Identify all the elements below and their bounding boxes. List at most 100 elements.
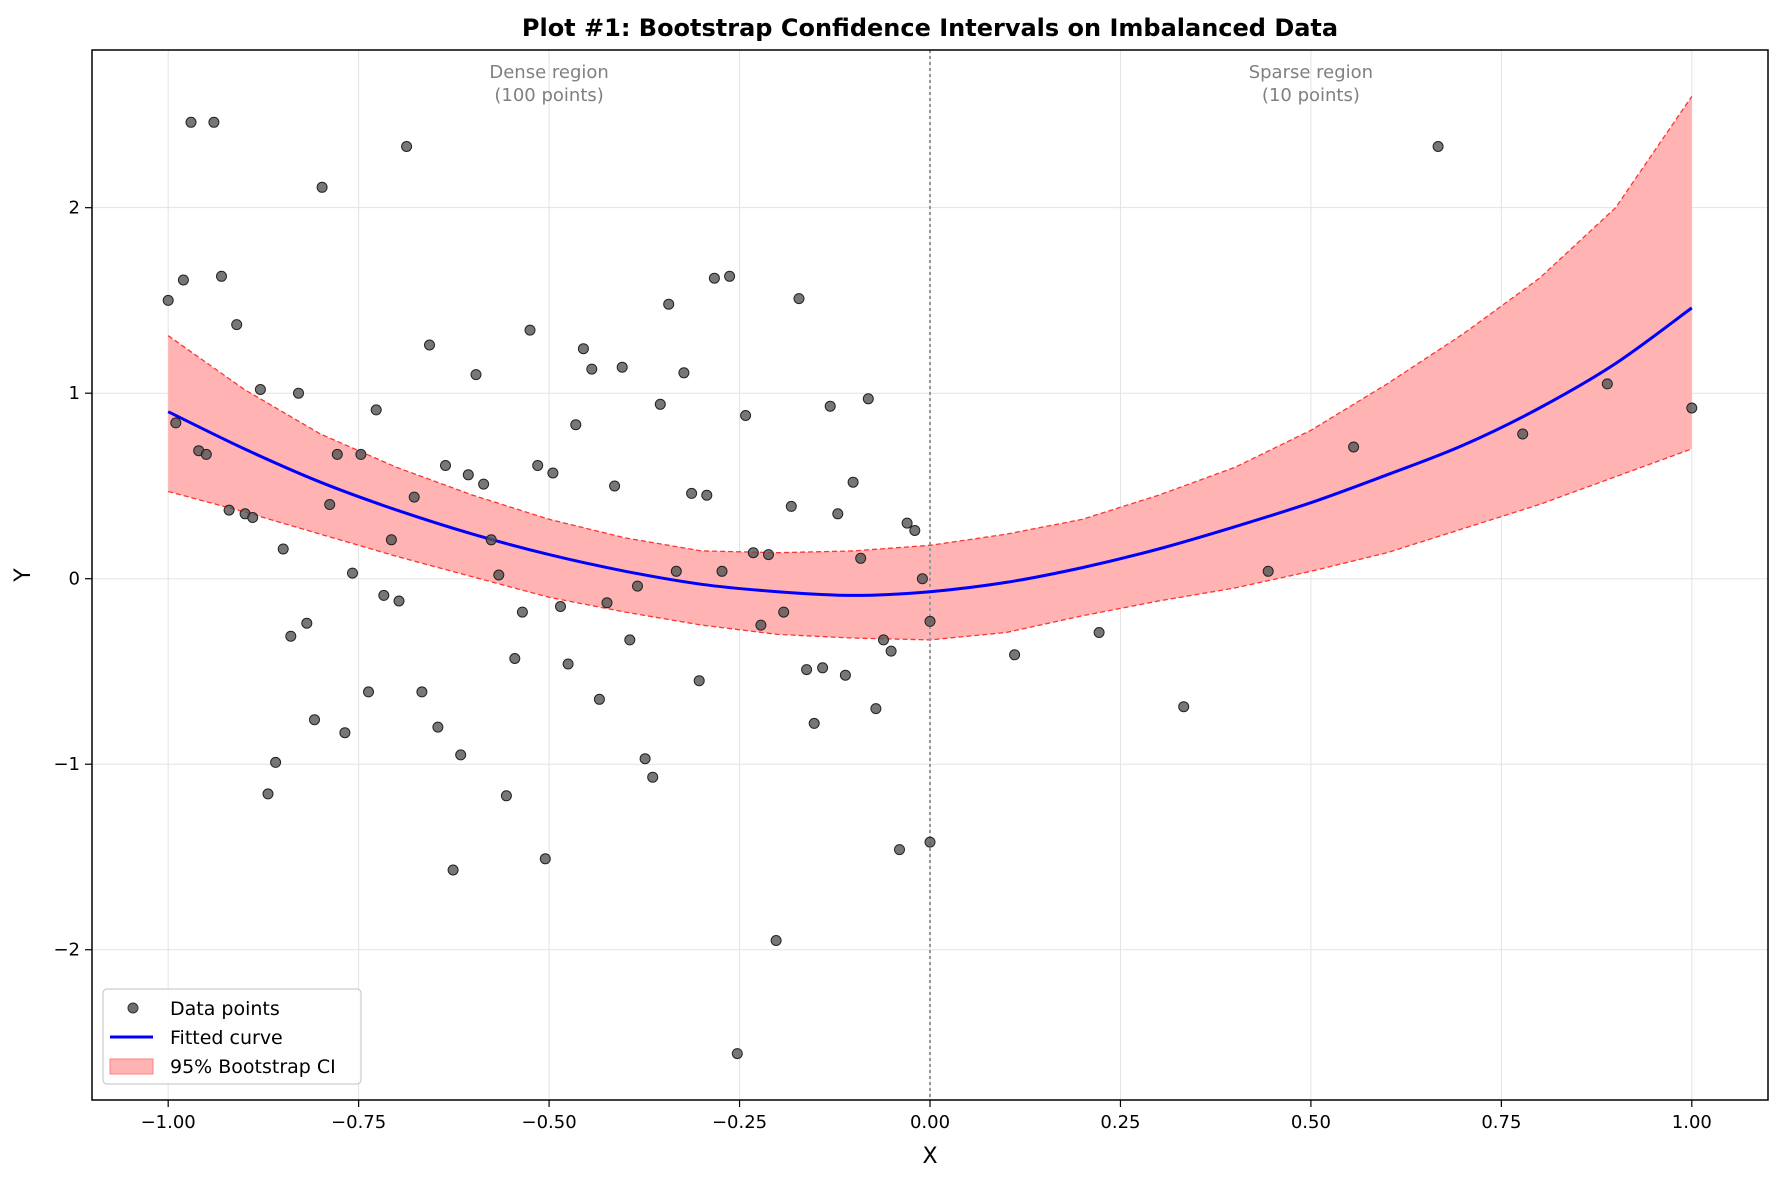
x-tick-label: −1.00	[141, 1112, 196, 1133]
data-point	[185, 116, 197, 128]
data-point	[632, 580, 643, 592]
data-point	[462, 469, 474, 481]
data-point	[408, 491, 420, 503]
legend-swatch-ci-band	[109, 1058, 154, 1075]
data-point	[793, 293, 805, 305]
data-point	[285, 630, 297, 642]
data-point	[524, 324, 536, 336]
data-point	[1601, 378, 1613, 390]
ci-upper-edge	[167, 96, 1693, 554]
legend: Data points Fitted curve 95% Bootstrap C…	[102, 988, 362, 1085]
x-tick-label: 0.25	[1100, 1112, 1140, 1133]
y-axis-label: Y	[11, 568, 36, 583]
legend-label-ci-band: 95% Bootstrap CI	[170, 1056, 336, 1078]
data-point	[832, 508, 844, 520]
data-point	[177, 274, 189, 286]
legend-box	[102, 988, 362, 1085]
data-point	[778, 606, 790, 618]
data-point	[755, 619, 767, 631]
x-tick-label: 1.00	[1672, 1112, 1712, 1133]
data-point	[509, 653, 521, 664]
data-point	[817, 662, 829, 674]
data-point	[254, 384, 266, 395]
data-point	[824, 400, 836, 412]
data-point	[532, 460, 544, 471]
data-point	[847, 476, 859, 488]
data-point	[770, 935, 782, 946]
data-point	[1348, 441, 1360, 453]
data-point	[601, 597, 613, 609]
data-point	[470, 369, 482, 381]
x-tick-label: −0.50	[522, 1112, 577, 1133]
data-point	[331, 448, 343, 460]
data-point	[593, 693, 605, 705]
data-point	[432, 721, 444, 733]
data-point	[363, 686, 374, 698]
data-point	[208, 116, 220, 128]
legend-label-data-points: Data points	[170, 998, 280, 1020]
data-point	[724, 270, 736, 282]
data-point	[808, 717, 820, 729]
data-point	[647, 771, 659, 783]
data-point	[316, 181, 328, 193]
data-point	[440, 460, 451, 471]
data-point	[293, 387, 304, 399]
data-point	[200, 448, 212, 460]
legend-swatch-data-points	[127, 1002, 139, 1014]
data-point	[455, 749, 467, 761]
data-point	[708, 272, 720, 284]
data-point	[301, 617, 313, 629]
y-tick-label: 2	[69, 198, 80, 219]
x-tick-label: 0.50	[1291, 1112, 1331, 1133]
data-point	[1517, 428, 1529, 440]
data-point	[247, 512, 259, 523]
data-point	[162, 294, 174, 306]
data-point	[586, 363, 598, 375]
data-point	[500, 790, 512, 802]
data-point	[1262, 565, 1274, 577]
data-point	[785, 500, 797, 512]
data-point	[562, 658, 574, 670]
data-point	[701, 489, 713, 501]
y-tick-label: −1	[53, 754, 80, 775]
data-point	[894, 844, 905, 856]
data-point	[901, 517, 913, 529]
y-tick-label: 0	[69, 569, 80, 590]
data-point	[609, 480, 621, 492]
data-point	[309, 714, 320, 726]
fitted-curve	[167, 306, 1693, 597]
region-annotation-line: Dense region	[489, 62, 608, 83]
region-annotation-line: (100 points)	[494, 85, 603, 106]
data-point	[716, 565, 728, 577]
data-point	[924, 836, 936, 848]
data-point	[547, 467, 559, 479]
data-point	[616, 361, 628, 373]
data-point	[170, 417, 182, 429]
data-point	[216, 270, 227, 282]
data-point	[231, 319, 243, 331]
legend-label-fitted-curve: Fitted curve	[170, 1027, 283, 1049]
data-point	[747, 547, 759, 559]
data-point	[924, 615, 936, 627]
data-point	[654, 398, 666, 410]
data-point	[385, 534, 397, 546]
x-axis-ticks: −1.00 −0.75 −0.50 −0.25 0.00 0.25 0.50 0.75 1.00	[141, 1100, 1712, 1133]
data-points-layer	[162, 116, 1698, 1060]
data-point	[801, 664, 813, 676]
data-point	[277, 543, 289, 555]
data-point	[878, 634, 889, 646]
data-point	[485, 534, 497, 546]
data-point	[670, 565, 682, 577]
y-axis-ticks: −2 −1 0 1 2	[53, 198, 92, 961]
data-point	[1178, 701, 1190, 713]
chart-title: Plot #1: Bootstrap Confidence Intervals …	[522, 14, 1338, 42]
data-point	[1686, 402, 1698, 414]
data-point	[1093, 627, 1105, 638]
data-point	[223, 504, 235, 516]
data-point	[539, 853, 551, 865]
data-point	[447, 864, 459, 876]
region-annotation-line: Sparse region	[1249, 62, 1373, 83]
data-point	[577, 343, 589, 355]
